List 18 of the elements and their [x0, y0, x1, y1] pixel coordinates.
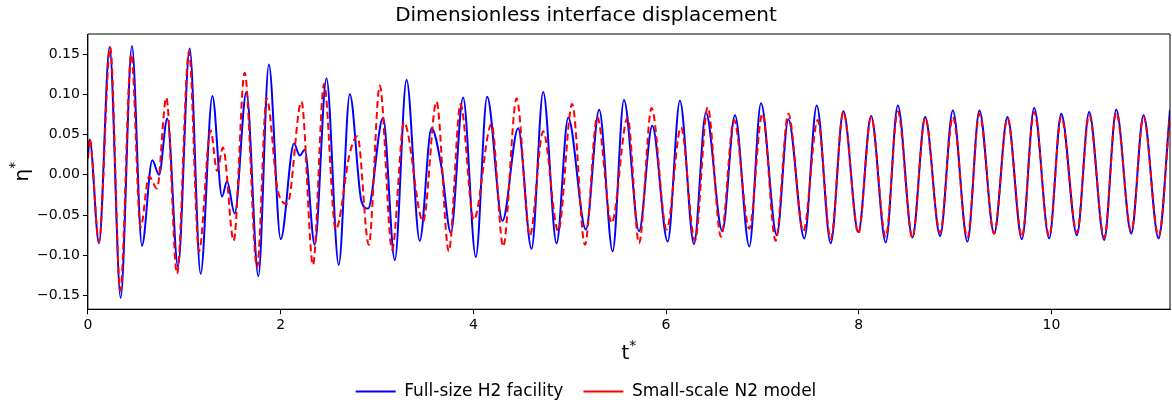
- y-axis-title: η*: [6, 161, 33, 182]
- x-tick-label: 6: [661, 316, 671, 333]
- y-tick-label: 0.05: [48, 125, 80, 142]
- legend-label: Small-scale N2 model: [631, 379, 817, 400]
- x-tick-label: 10: [1042, 316, 1061, 333]
- x-tick-label: 2: [276, 316, 286, 333]
- x-tick-label: 0: [83, 316, 93, 333]
- x-tick-label: 4: [468, 316, 478, 333]
- y-tick-label: 0.15: [48, 44, 80, 61]
- x-tick-label: 8: [854, 316, 864, 333]
- chart-title: Dimensionless interface displacement: [395, 2, 778, 27]
- y-tick-label: 0.00: [48, 165, 80, 182]
- x-axis-title: t*: [621, 337, 637, 364]
- y-tick-label: −0.10: [37, 245, 80, 262]
- legend-label: Full-size H2 facility: [404, 379, 564, 400]
- y-tick-label: −0.05: [37, 205, 80, 222]
- y-tick-label: 0.10: [48, 84, 80, 101]
- y-tick-label: −0.15: [37, 286, 80, 303]
